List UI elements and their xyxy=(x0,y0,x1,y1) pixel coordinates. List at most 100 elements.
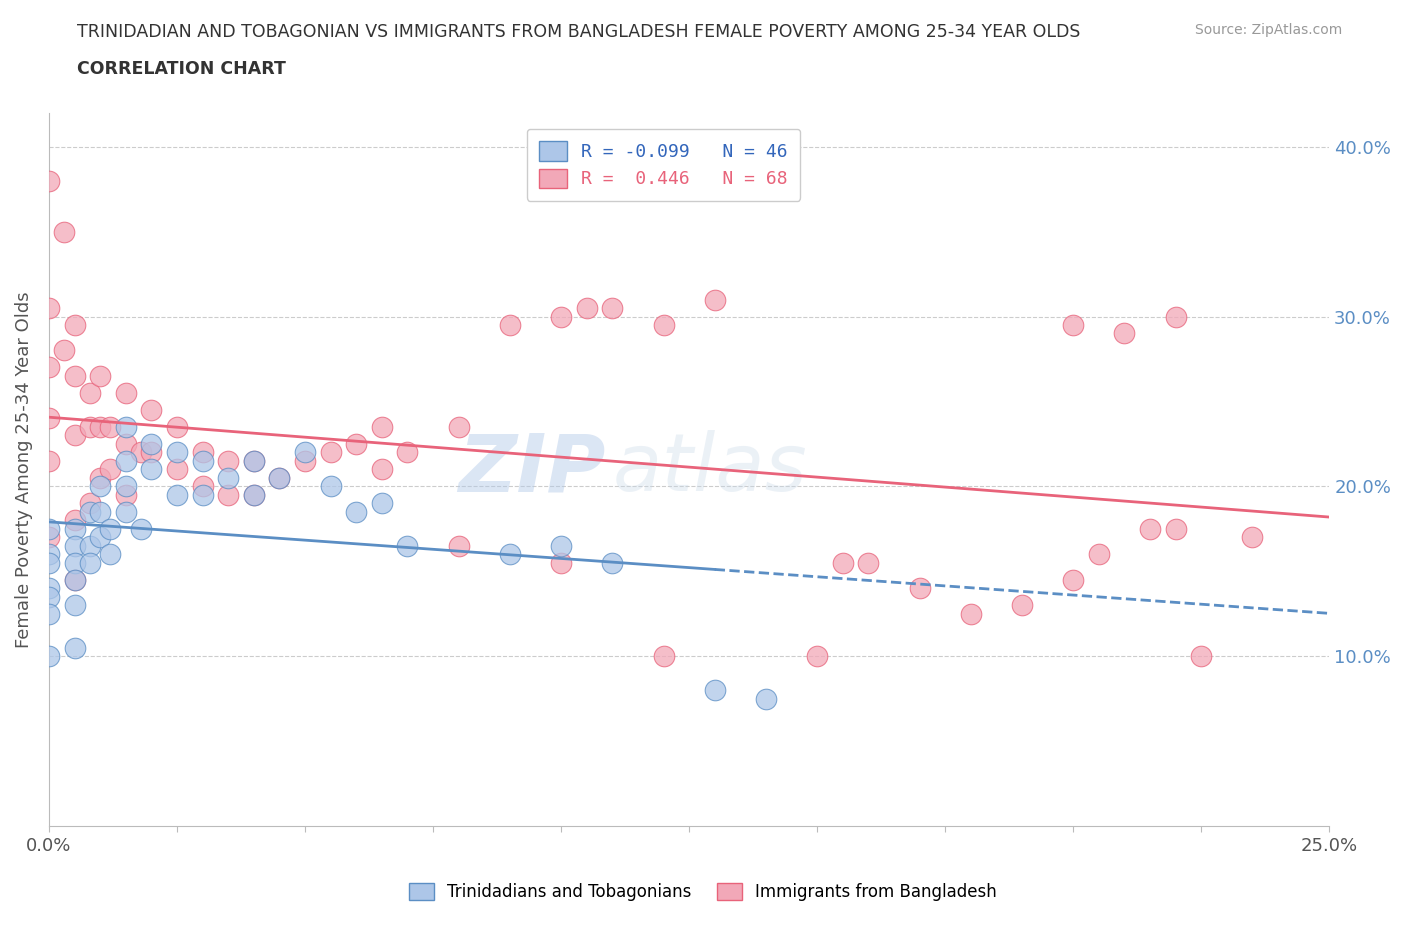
Text: atlas: atlas xyxy=(612,431,807,509)
Point xyxy=(191,454,214,469)
Point xyxy=(217,487,239,502)
Point xyxy=(703,683,725,698)
Point xyxy=(550,309,572,324)
Point xyxy=(63,641,86,656)
Point xyxy=(141,436,163,451)
Point xyxy=(1164,309,1187,324)
Point xyxy=(166,462,188,477)
Point xyxy=(1189,649,1212,664)
Point xyxy=(499,317,522,332)
Point xyxy=(114,386,136,401)
Point xyxy=(114,479,136,494)
Point xyxy=(141,445,163,459)
Point xyxy=(63,368,86,383)
Point xyxy=(63,555,86,570)
Point xyxy=(63,598,86,613)
Point xyxy=(1062,572,1084,587)
Point xyxy=(79,496,101,511)
Point xyxy=(908,581,931,596)
Point xyxy=(38,173,60,188)
Point xyxy=(79,386,101,401)
Point xyxy=(371,419,394,434)
Point xyxy=(100,419,122,434)
Text: Source: ZipAtlas.com: Source: ZipAtlas.com xyxy=(1195,23,1343,37)
Point xyxy=(499,547,522,562)
Point xyxy=(38,300,60,315)
Point xyxy=(447,419,470,434)
Point xyxy=(191,445,214,459)
Point xyxy=(344,436,367,451)
Legend: R = -0.099   N = 46, R =  0.446   N = 68: R = -0.099 N = 46, R = 0.446 N = 68 xyxy=(527,129,800,201)
Point xyxy=(100,547,122,562)
Point xyxy=(831,555,853,570)
Point xyxy=(806,649,828,664)
Point xyxy=(1164,522,1187,537)
Point xyxy=(141,403,163,418)
Point xyxy=(38,590,60,604)
Point xyxy=(600,555,623,570)
Point xyxy=(63,538,86,553)
Legend: Trinidadians and Tobagonians, Immigrants from Bangladesh: Trinidadians and Tobagonians, Immigrants… xyxy=(402,876,1004,908)
Point xyxy=(269,471,291,485)
Point xyxy=(38,360,60,375)
Point xyxy=(38,530,60,545)
Point xyxy=(755,165,778,179)
Point xyxy=(755,691,778,706)
Point xyxy=(89,419,111,434)
Point xyxy=(396,538,419,553)
Point xyxy=(319,479,342,494)
Point xyxy=(243,487,266,502)
Text: CORRELATION CHART: CORRELATION CHART xyxy=(77,60,287,78)
Point xyxy=(89,368,111,383)
Point xyxy=(38,649,60,664)
Point xyxy=(600,300,623,315)
Point xyxy=(79,419,101,434)
Point xyxy=(89,479,111,494)
Point xyxy=(166,419,188,434)
Point xyxy=(396,445,419,459)
Point xyxy=(191,487,214,502)
Point xyxy=(217,471,239,485)
Point xyxy=(1241,530,1264,545)
Point xyxy=(89,530,111,545)
Point xyxy=(79,555,101,570)
Point xyxy=(243,454,266,469)
Y-axis label: Female Poverty Among 25-34 Year Olds: Female Poverty Among 25-34 Year Olds xyxy=(15,291,32,647)
Point xyxy=(652,317,675,332)
Point xyxy=(1114,326,1136,341)
Text: TRINIDADIAN AND TOBAGONIAN VS IMMIGRANTS FROM BANGLADESH FEMALE POVERTY AMONG 25: TRINIDADIAN AND TOBAGONIAN VS IMMIGRANTS… xyxy=(77,23,1081,41)
Point xyxy=(243,487,266,502)
Point xyxy=(1088,547,1111,562)
Point xyxy=(141,462,163,477)
Point xyxy=(63,522,86,537)
Point xyxy=(114,454,136,469)
Text: ZIP: ZIP xyxy=(458,431,606,509)
Point xyxy=(63,572,86,587)
Point xyxy=(114,504,136,519)
Point xyxy=(38,411,60,426)
Point xyxy=(191,479,214,494)
Point xyxy=(575,300,598,315)
Point xyxy=(1062,317,1084,332)
Point xyxy=(550,555,572,570)
Point xyxy=(858,555,880,570)
Point xyxy=(38,555,60,570)
Point xyxy=(114,487,136,502)
Point xyxy=(63,428,86,443)
Point xyxy=(652,649,675,664)
Point xyxy=(129,522,152,537)
Point xyxy=(53,343,76,358)
Point xyxy=(1011,598,1033,613)
Point xyxy=(294,454,316,469)
Point xyxy=(703,292,725,307)
Point xyxy=(79,538,101,553)
Point xyxy=(53,224,76,239)
Point xyxy=(79,504,101,519)
Point xyxy=(294,445,316,459)
Point xyxy=(166,487,188,502)
Point xyxy=(344,504,367,519)
Point xyxy=(100,522,122,537)
Point xyxy=(319,445,342,459)
Point xyxy=(371,496,394,511)
Point xyxy=(166,445,188,459)
